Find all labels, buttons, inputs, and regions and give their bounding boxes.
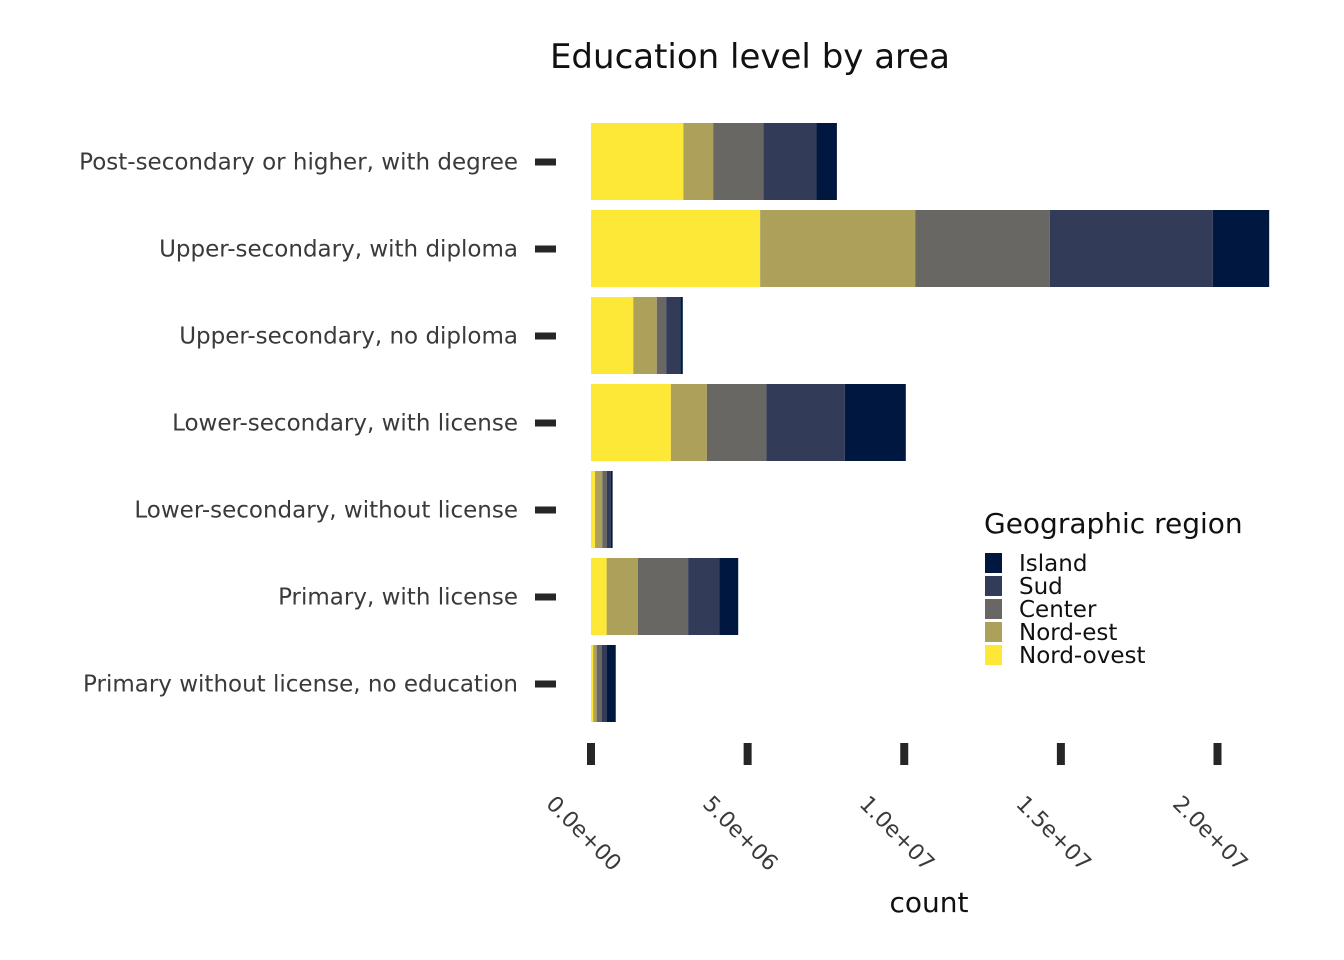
legend-label: Nord-ovest <box>1019 643 1146 669</box>
bar-segment <box>633 297 657 374</box>
legend-title: Geographic region <box>984 507 1243 540</box>
bar-segment <box>670 384 707 461</box>
legend: Geographic region IslandSudCenterNord-es… <box>984 507 1243 669</box>
x-tick-label: 1.5e+07 <box>1011 792 1096 877</box>
bar-segment <box>591 297 634 374</box>
bar-segment <box>591 645 594 722</box>
bar-segment <box>680 297 683 374</box>
y-tick-label: Post-secondary or higher, with degree <box>79 150 518 176</box>
x-tick-label: 2.0e+07 <box>1167 792 1252 877</box>
bar-segment <box>666 297 681 374</box>
bar-segment <box>606 471 611 548</box>
x-tick-mark <box>900 743 909 765</box>
x-tick-mark <box>743 743 752 765</box>
bar-segment <box>591 210 761 287</box>
x-tick-label: 5.0e+06 <box>697 792 782 877</box>
y-axis: Post-secondary or higher, with degree Upp… <box>79 150 556 698</box>
bar-segment <box>591 123 684 200</box>
legend-label: Sud <box>1019 574 1063 600</box>
bar-segment <box>591 558 607 635</box>
bar-segment <box>713 123 764 200</box>
legend-label: Center <box>1019 597 1097 623</box>
x-tick-mark <box>1056 743 1065 765</box>
legend-swatch <box>985 645 1002 665</box>
y-tick-mark <box>535 506 556 514</box>
bar-segment <box>656 297 667 374</box>
bar-segment <box>637 558 689 635</box>
y-tick-label: Lower-secondary, without license <box>134 498 518 524</box>
bar-segment <box>601 645 607 722</box>
legend-swatch <box>985 599 1002 619</box>
y-tick-label: Lower-secondary, with license <box>172 411 518 437</box>
y-tick-mark <box>535 419 556 427</box>
bar-segment <box>610 471 613 548</box>
bar-segment <box>596 645 602 722</box>
x-tick-mark <box>587 743 595 765</box>
bar-segment <box>1212 210 1270 287</box>
y-tick-mark <box>535 332 556 340</box>
y-tick-label: Upper-secondary, no diploma <box>179 324 518 350</box>
bar-segment <box>706 384 767 461</box>
bar-segment <box>915 210 1050 287</box>
bar-segment <box>688 558 720 635</box>
bar-segment <box>816 123 837 200</box>
y-tick-label: Primary without license, no education <box>83 672 518 698</box>
x-axis: 0.0e+00 5.0e+06 1.0e+07 1.5e+07 2.0e+07 <box>541 743 1252 876</box>
bar-segment <box>591 471 596 548</box>
legend-swatch <box>985 576 1002 596</box>
y-tick-label: Primary, with license <box>278 585 518 611</box>
bar-segment <box>763 123 817 200</box>
x-tick-label: 0.0e+00 <box>541 792 626 877</box>
y-tick-mark <box>535 680 556 688</box>
bar-segment <box>844 384 906 461</box>
bar-segment <box>1049 210 1213 287</box>
bars-layer <box>591 123 1270 722</box>
bar-segment <box>595 471 603 548</box>
legend-swatch <box>985 622 1002 642</box>
x-tick-mark <box>1213 743 1222 765</box>
x-tick-label: 1.0e+07 <box>854 792 939 877</box>
x-axis-title: count <box>890 886 969 919</box>
bar-segment <box>606 645 616 722</box>
y-tick-mark <box>535 593 556 601</box>
chart-title: Education level by area <box>550 37 950 77</box>
bar-segment <box>760 210 916 287</box>
bar-segment <box>591 384 671 461</box>
bar-segment <box>593 645 597 722</box>
legend-label: Island <box>1019 551 1087 577</box>
bar-segment <box>606 558 638 635</box>
y-tick-mark <box>535 158 556 166</box>
legend-label: Nord-est <box>1019 620 1117 646</box>
bar-segment <box>766 384 845 461</box>
bar-segment <box>683 123 714 200</box>
y-tick-mark <box>535 245 556 253</box>
y-tick-label: Upper-secondary, with diploma <box>159 237 518 263</box>
bar-segment <box>602 471 607 548</box>
bar-segment <box>719 558 739 635</box>
legend-swatch <box>985 553 1002 573</box>
